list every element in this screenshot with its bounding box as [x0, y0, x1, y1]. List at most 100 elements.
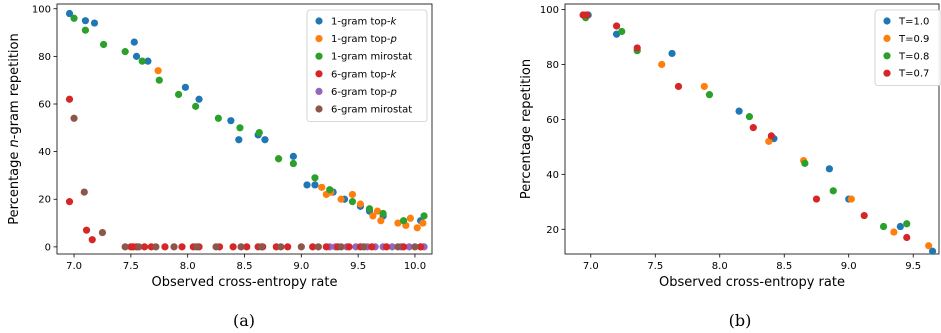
data-point	[311, 174, 319, 182]
legend-marker	[883, 17, 891, 25]
x-tick-label: 9.5	[350, 261, 366, 272]
data-point	[192, 102, 200, 110]
data-point	[369, 212, 377, 220]
x-tick-label: 10.0	[404, 261, 426, 272]
data-point	[65, 9, 74, 18]
y-tick-label: 80	[546, 60, 559, 71]
data-point	[405, 243, 413, 251]
data-point	[420, 212, 428, 220]
data-point	[65, 95, 74, 103]
data-point	[255, 128, 263, 137]
x-tick-label: 8.0	[180, 261, 196, 272]
legend-marker	[315, 52, 323, 60]
x-tick-label: 8.5	[776, 261, 792, 272]
data-point	[132, 52, 141, 60]
data-point	[237, 243, 245, 251]
data-point	[356, 200, 365, 208]
data-point	[81, 17, 90, 25]
data-point	[193, 243, 201, 251]
data-point	[612, 22, 621, 30]
data-point	[90, 19, 99, 27]
y-tick-label: 40	[38, 147, 51, 158]
data-point	[413, 224, 421, 232]
legend: T=1.0 T=0.9 T=0.8 T=0.7	[874, 9, 941, 86]
data-point	[155, 76, 163, 84]
data-point	[829, 187, 837, 195]
y-tick-label: 0	[45, 242, 51, 253]
data-point	[318, 183, 326, 191]
data-point	[860, 211, 868, 220]
data-point	[382, 243, 391, 251]
legend-marker	[315, 70, 323, 78]
data-point	[152, 243, 160, 251]
data-point	[406, 214, 415, 222]
legend-marker	[315, 87, 323, 95]
data-point	[705, 91, 714, 99]
data-point	[700, 82, 708, 91]
data-point	[70, 14, 78, 22]
data-point	[411, 243, 419, 251]
x-tick-label: 7.0	[66, 261, 82, 272]
data-point	[212, 243, 220, 251]
legend-label: T=0.8	[898, 51, 929, 62]
data-point	[138, 57, 146, 65]
data-point	[925, 242, 933, 250]
data-point	[274, 155, 283, 163]
data-point	[121, 48, 129, 56]
data-point	[144, 57, 152, 65]
series-2	[70, 14, 428, 225]
data-point	[135, 243, 143, 251]
data-point	[80, 188, 88, 196]
legend-label: 1-gram top-k	[331, 17, 397, 28]
y-axis-label: Percentage repetition	[519, 59, 534, 199]
x-tick-label: 7.5	[123, 261, 139, 272]
x-tick-label: 8.5	[237, 261, 253, 272]
legend-label: T=1.0	[898, 17, 929, 28]
x-tick-label: 7.0	[583, 261, 599, 272]
data-point	[170, 243, 178, 251]
y-tick-label: 20	[38, 195, 51, 206]
data-point	[322, 243, 330, 251]
data-point	[749, 124, 757, 132]
data-point	[379, 209, 387, 218]
data-point	[161, 243, 169, 251]
y-tick-label: 100	[540, 5, 559, 16]
x-tick-label: 9.0	[293, 261, 309, 272]
data-point	[337, 243, 345, 251]
data-point	[388, 243, 396, 251]
data-point	[227, 117, 235, 125]
data-point	[345, 243, 353, 251]
legend-label: 1-gram mirostat	[331, 52, 412, 63]
data-point	[337, 195, 345, 203]
x-tick-label: 8.0	[712, 261, 728, 272]
x-axis-label: Observed cross-entropy rate	[152, 275, 338, 290]
x-tick-label: 9.0	[841, 261, 857, 272]
data-point	[348, 190, 357, 199]
series-2	[582, 14, 911, 231]
legend-marker	[883, 34, 891, 43]
data-point	[735, 107, 743, 115]
legend-marker	[315, 35, 323, 43]
data-point	[311, 181, 319, 189]
series-3	[65, 95, 96, 244]
chart-panel-a: 7.0 7.5 8.0 8.5 9.0 9.5 10.0 0 20 40 60 80 100 Observ…	[7, 3, 433, 330]
data-point	[890, 228, 898, 236]
data-point	[154, 67, 162, 75]
data-point	[284, 243, 292, 251]
data-point	[229, 243, 237, 251]
data-point	[801, 159, 809, 167]
data-point	[928, 247, 937, 255]
legend: 1-gram top-k 1-gram top-p 1-gram mirostat 6…	[306, 9, 428, 122]
x-tick-label: 7.5	[647, 261, 663, 272]
y-tick-label: 80	[38, 52, 51, 63]
legend-label: T=0.9	[898, 34, 929, 45]
legend-label: 6-gram top-k	[331, 69, 397, 80]
data-point	[235, 136, 243, 144]
data-point	[178, 243, 186, 251]
data-point	[825, 165, 833, 173]
data-point	[583, 11, 591, 19]
data-point	[745, 113, 754, 121]
data-point	[618, 27, 626, 36]
data-point	[130, 38, 138, 46]
